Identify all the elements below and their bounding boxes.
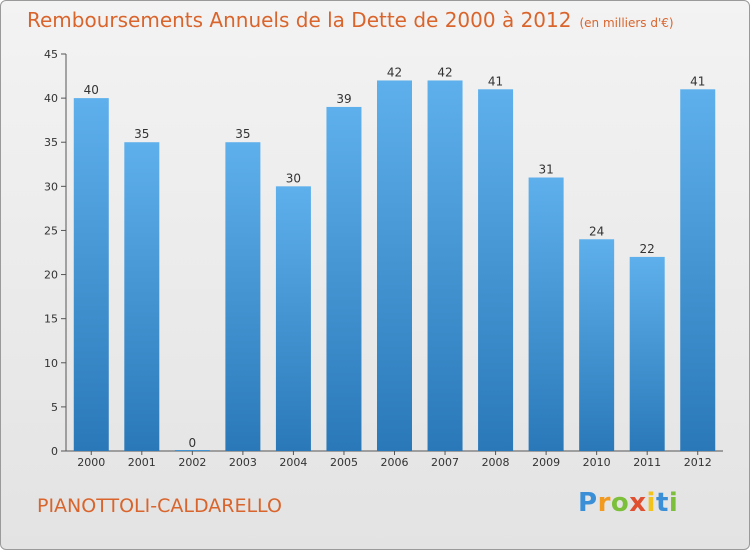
data-label: 24	[589, 224, 604, 238]
y-tick-label: 15	[44, 313, 58, 326]
bar	[427, 80, 463, 451]
bar	[377, 80, 412, 451]
data-label: 22	[640, 242, 655, 256]
bar	[528, 177, 564, 451]
x-tick-label: 2010	[583, 456, 611, 469]
x-tick-label: 2003	[229, 456, 257, 469]
x-tick-label: 2002	[178, 456, 206, 469]
x-tick-label: 2007	[431, 456, 459, 469]
data-label: 39	[336, 92, 351, 106]
y-tick-label: 40	[44, 92, 58, 105]
data-label: 35	[134, 127, 149, 141]
bar	[579, 239, 615, 451]
data-label: 41	[488, 74, 503, 88]
bar	[275, 186, 311, 452]
data-label: 40	[84, 83, 99, 97]
logo-letter: o	[610, 488, 630, 518]
logo-letter: t	[655, 488, 669, 518]
chart-unit: (en milliers d'€)	[579, 16, 674, 30]
y-tick-label: 45	[44, 48, 58, 61]
bar	[680, 89, 716, 452]
x-tick-label: 2009	[532, 456, 560, 469]
bar	[124, 142, 160, 451]
bar	[174, 450, 210, 451]
chart-title: Remboursements Annuels de la Dette de 20…	[27, 8, 674, 32]
y-tick-label: 30	[44, 180, 58, 193]
data-label: 30	[286, 171, 301, 185]
bar	[478, 89, 514, 452]
logo-letter: P	[578, 488, 598, 518]
bar	[225, 142, 261, 451]
y-tick-label: 25	[44, 224, 58, 237]
x-tick-label: 2012	[684, 456, 712, 469]
data-label: 35	[235, 127, 250, 141]
x-tick-label: 2006	[381, 456, 409, 469]
logo-letter: x	[629, 488, 647, 518]
y-tick-label: 35	[44, 136, 58, 149]
bar	[326, 106, 362, 451]
data-label: 41	[690, 74, 705, 88]
logo-letter: r	[597, 488, 611, 518]
y-tick-label: 5	[51, 401, 58, 414]
bar	[629, 256, 665, 451]
x-tick-label: 2001	[128, 456, 156, 469]
proxiti-logo: Proxiti	[578, 488, 678, 518]
y-tick-label: 10	[44, 357, 58, 370]
data-label: 42	[437, 65, 452, 79]
chart-title-text: Remboursements Annuels de la Dette de 20…	[27, 8, 572, 32]
data-label: 42	[387, 65, 402, 79]
x-tick-label: 2000	[77, 456, 105, 469]
logo-letter: i	[646, 488, 656, 518]
data-label: 31	[538, 163, 553, 177]
data-label: 0	[189, 436, 197, 450]
logo-letter: i	[668, 488, 679, 518]
x-tick-label: 2008	[482, 456, 510, 469]
x-tick-label: 2005	[330, 456, 358, 469]
bar	[73, 98, 109, 451]
x-tick-label: 2011	[633, 456, 661, 469]
place-name: PIANOTTOLI-CALDARELLO	[37, 495, 282, 517]
y-tick-label: 20	[44, 269, 58, 282]
y-tick-label: 0	[51, 445, 58, 458]
x-tick-label: 2004	[279, 456, 307, 469]
